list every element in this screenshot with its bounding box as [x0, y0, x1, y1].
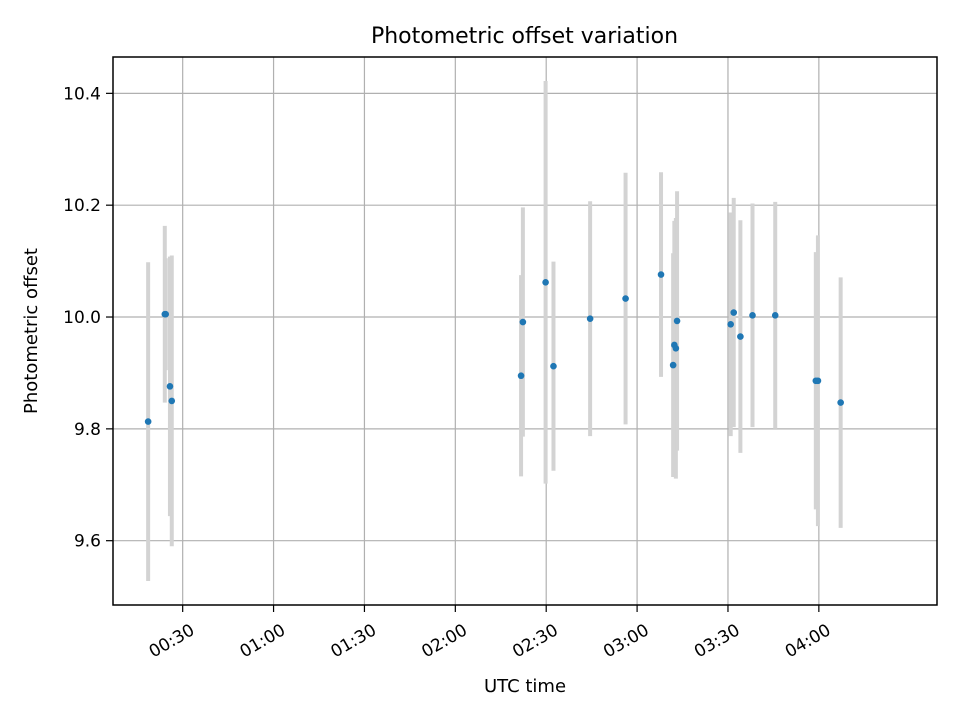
data-point: [673, 317, 681, 325]
data-point: [622, 295, 629, 302]
data-point: [737, 333, 744, 340]
data-point: [517, 372, 525, 380]
data-point: [669, 361, 677, 369]
y-tick-label: 10.2: [63, 196, 101, 216]
y-tick-label: 10.4: [63, 84, 101, 104]
grid-lines: [113, 57, 937, 605]
data-points: [144, 271, 844, 425]
chart-title: Photometric offset variation: [371, 24, 678, 49]
y-axis-label: Photometric offset: [21, 248, 42, 414]
data-point: [586, 315, 594, 322]
data-point: [727, 320, 734, 328]
data-point: [168, 397, 176, 405]
data-point: [144, 418, 152, 425]
data-point: [837, 399, 844, 406]
data-point: [672, 345, 680, 352]
data-point: [730, 309, 738, 316]
y-axis-ticks: 9.6 9.8 10.0 10.2 10.4: [63, 84, 113, 552]
plot-frame: [112, 56, 938, 606]
x-axis-label: UTC time: [484, 676, 566, 697]
data-point: [162, 310, 170, 318]
data-point: [814, 377, 822, 385]
data-point: [657, 271, 665, 278]
y-tick-label: 9.6: [74, 532, 101, 552]
y-tick-label: 10.0: [63, 308, 101, 328]
data-point: [749, 312, 756, 319]
data-point: [771, 312, 779, 319]
data-point: [542, 279, 549, 286]
data-point: [519, 318, 527, 326]
data-point: [166, 383, 174, 390]
data-point: [550, 362, 557, 370]
y-tick-label: 9.8: [74, 420, 101, 440]
